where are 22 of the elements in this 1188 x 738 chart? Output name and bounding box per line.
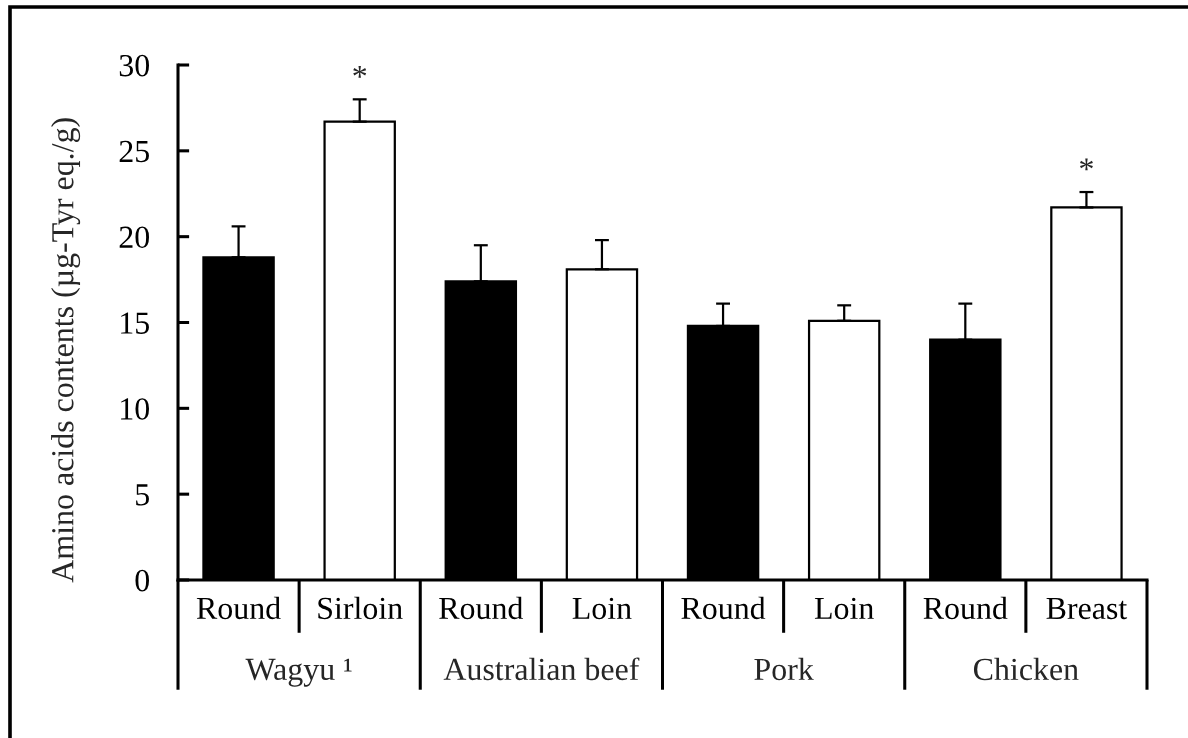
x-tick-label: Sirloin [318,596,403,620]
y-tick-label: 25 [119,140,149,163]
x-tick-label: Loin [572,597,632,620]
annotation: * [1080,158,1093,171]
x-tick-label: Round [923,596,1008,620]
y-axis-title: Amino acids contents (µg-Tyr eq./g) [51,118,81,583]
annotation: * [353,65,367,78]
y-tick-label: 5 [136,484,149,506]
text: Pork [754,657,814,681]
y-tick-label: 30 [119,54,149,77]
text: Australian beef [443,657,640,681]
y-tick-label: 15 [121,312,149,334]
x-tick-label: Round [196,596,281,620]
text: Chicken [973,657,1079,681]
x-tick-label: Round [681,596,766,620]
x-tick-label: Round [439,596,524,620]
y-tick-label: 0 [135,569,149,592]
x-tick-label: Loin [814,597,874,620]
y-tick-label: 10 [121,398,149,420]
text: Wagyu ¹ [245,658,352,687]
x-tick-label: Breast [1046,597,1128,620]
y-tick-label: 20 [119,226,149,249]
